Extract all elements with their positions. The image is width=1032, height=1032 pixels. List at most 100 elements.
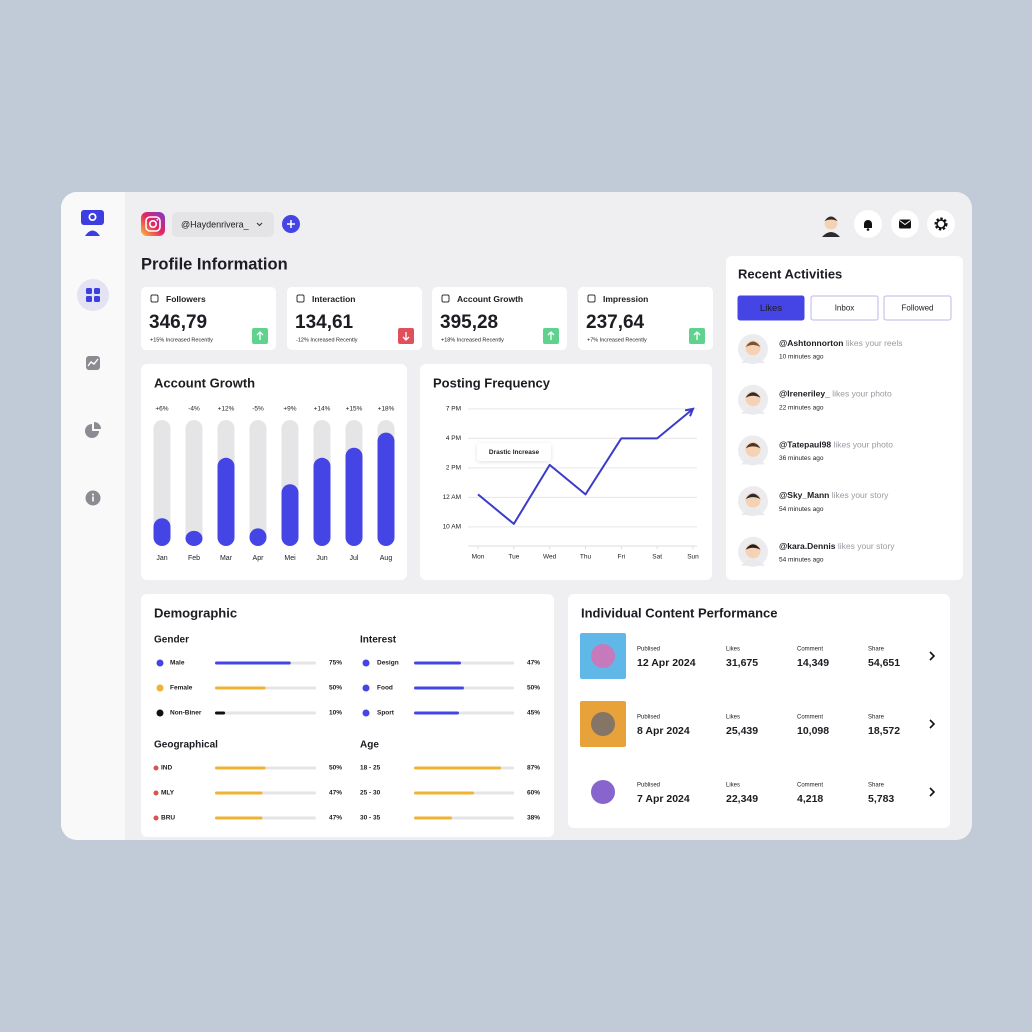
category-label: Female (170, 685, 193, 692)
activity-user: @Tatepaul98 (779, 440, 831, 450)
stat-card (141, 287, 276, 350)
add-account-button[interactable] (282, 215, 300, 233)
nav-analytics[interactable] (86, 356, 100, 370)
user-avatar[interactable] (818, 211, 844, 237)
stat-label: Account Growth (457, 294, 523, 304)
group-title: Geographical (154, 740, 218, 751)
row-chevron[interactable] (929, 787, 936, 797)
bar (414, 661, 461, 665)
bar-annotation: +6% (155, 406, 168, 413)
column-label: Comment (797, 783, 823, 789)
y-tick-label: 7 PM (446, 406, 461, 413)
account-dropdown[interactable] (172, 212, 274, 237)
value-label: 60% (527, 790, 540, 797)
activity-user: @Ashtonnorton (779, 338, 843, 348)
category-label: MLY (161, 790, 175, 797)
value-label: 47% (329, 815, 342, 822)
thumbnail-art (591, 780, 615, 804)
account-growth-card (141, 364, 407, 580)
nav-reports[interactable] (85, 422, 101, 438)
group-icon (153, 790, 159, 796)
bar (217, 457, 235, 546)
value-label: 47% (329, 790, 342, 797)
category-label: IND (161, 765, 173, 772)
group-icon (156, 684, 164, 692)
notifications-button[interactable] (854, 210, 882, 238)
bar (313, 457, 331, 546)
arrow-head (684, 407, 695, 417)
avatar-body (741, 457, 765, 465)
tab-label[interactable]: Likes (760, 303, 782, 314)
bar (185, 530, 203, 546)
content-performance-card (568, 594, 950, 828)
bar-annotation: -5% (252, 406, 264, 413)
bar (215, 791, 263, 795)
thumbnail-art (591, 644, 615, 668)
bar (414, 816, 452, 820)
value-label: 10% (329, 710, 342, 717)
category-label: Sport (377, 710, 395, 717)
cell-value: 10,098 (797, 725, 829, 737)
group-title: Gender (154, 635, 189, 646)
x-tick-label: Mar (220, 555, 233, 562)
activity-text: @kara.Dennis likes your story (779, 541, 895, 551)
bar-annotation: +9% (283, 406, 296, 413)
tab[interactable] (883, 295, 952, 321)
tab[interactable] (810, 295, 879, 321)
category-label: Male (170, 660, 185, 667)
activity-user: @Ireneriley_ (779, 389, 830, 399)
bar (414, 766, 501, 770)
y-tick-label: 2 PM (446, 465, 461, 472)
column-label: Likes (726, 647, 740, 653)
stat-note: +18% Increased Recently (441, 337, 504, 343)
bar-annotation: +18% (378, 406, 395, 413)
y-tick-label: 4 PM (446, 435, 461, 442)
avatar-hair (745, 493, 761, 500)
bar-track (215, 711, 316, 715)
avatar-hair (745, 544, 761, 550)
demographic-card (141, 594, 554, 837)
row-chevron[interactable] (929, 719, 936, 729)
row-chevron[interactable] (929, 651, 936, 661)
group-icon (156, 709, 164, 717)
category-label: Food (377, 685, 393, 692)
settings-button[interactable] (927, 210, 955, 238)
value-label: 87% (527, 765, 540, 772)
column-label: Share (868, 783, 885, 789)
value-label: 47% (527, 660, 540, 667)
stat-icon (587, 294, 596, 303)
category-label: Non-Biner (170, 710, 202, 717)
thumbnail-art (591, 712, 615, 736)
stat-card (578, 287, 713, 350)
bar-annotation: +12% (218, 406, 235, 413)
stat-note: +15% Increased Recently (150, 337, 213, 343)
activity-text: @Tatepaul98 likes your photo (779, 440, 893, 450)
logo[interactable] (81, 210, 104, 236)
nav-dashboard[interactable] (77, 279, 109, 311)
group-icon (156, 659, 164, 667)
card-title: Individual Content Performance (581, 605, 777, 620)
instagram-icon[interactable] (141, 212, 165, 236)
category-label: BRU (161, 815, 175, 822)
nav-info[interactable] (85, 490, 101, 506)
group-title: Age (360, 740, 379, 751)
x-tick-label: Aug (380, 555, 393, 562)
avatar (738, 334, 768, 364)
card-title: Demographic (154, 605, 237, 620)
messages-button[interactable] (891, 210, 919, 238)
value-label: 45% (527, 710, 540, 717)
column-label: Share (868, 715, 885, 721)
bar-annotation: +15% (346, 406, 363, 413)
avatar (738, 435, 768, 466)
tab-label[interactable]: Followed (901, 304, 933, 313)
tab-label[interactable]: Inbox (835, 304, 855, 313)
avatar-body (741, 356, 765, 363)
bar (215, 661, 291, 665)
x-tick-label: Apr (253, 555, 265, 562)
category-label: 18 - 25 (360, 765, 381, 772)
bar-track (153, 420, 171, 546)
chart-title: Posting Frequency (433, 375, 551, 390)
activity-text: @Sky_Mann likes your story (779, 490, 889, 500)
tab[interactable] (737, 295, 805, 321)
